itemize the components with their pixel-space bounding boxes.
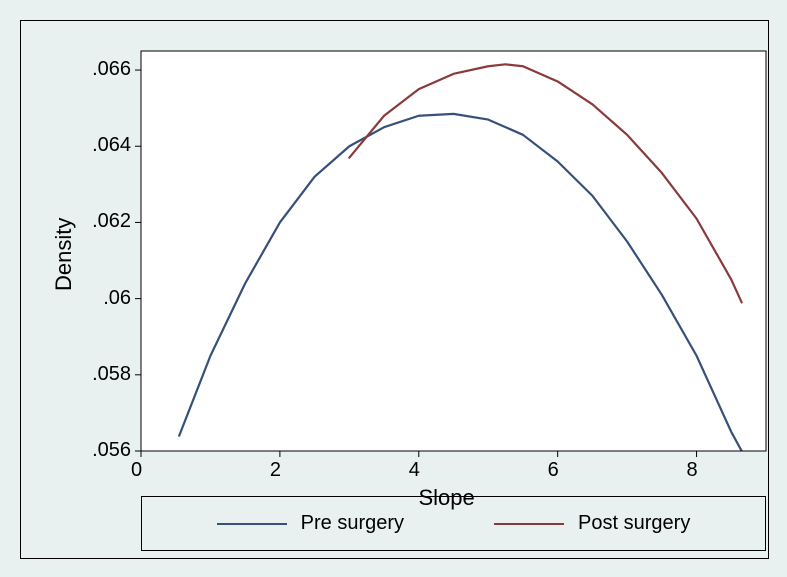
series-line-0 (179, 114, 742, 451)
series-line-1 (349, 64, 741, 302)
x-tick-label: 8 (687, 459, 727, 482)
legend-swatch (494, 523, 564, 525)
legend-label: Pre surgery (301, 512, 404, 535)
legend-swatch (217, 523, 287, 525)
y-tick-label: .062 (92, 210, 131, 233)
plot-svg (141, 51, 766, 451)
legend-label: Post surgery (578, 512, 690, 535)
y-axis-title: Density (51, 218, 77, 291)
y-tick-label: .058 (92, 363, 131, 386)
legend: Pre surgery Post surgery (141, 496, 766, 551)
y-tick-label: .056 (92, 439, 131, 462)
legend-item: Pre surgery (217, 512, 404, 535)
y-tick-label: .06 (103, 287, 131, 310)
plot-area (141, 51, 766, 451)
chart-outer: Density Slope Pre surgeryPost surgery 02… (0, 0, 787, 577)
y-tick-label: .066 (92, 58, 131, 81)
x-tick-label: 4 (409, 459, 449, 482)
y-tick-label: .064 (92, 134, 131, 157)
chart-inner-frame: Density Slope Pre surgeryPost surgery 02… (20, 20, 769, 559)
x-tick-label: 6 (548, 459, 588, 482)
legend-item: Post surgery (494, 512, 690, 535)
x-tick-label: 2 (270, 459, 310, 482)
x-tick-label: 0 (131, 459, 171, 482)
